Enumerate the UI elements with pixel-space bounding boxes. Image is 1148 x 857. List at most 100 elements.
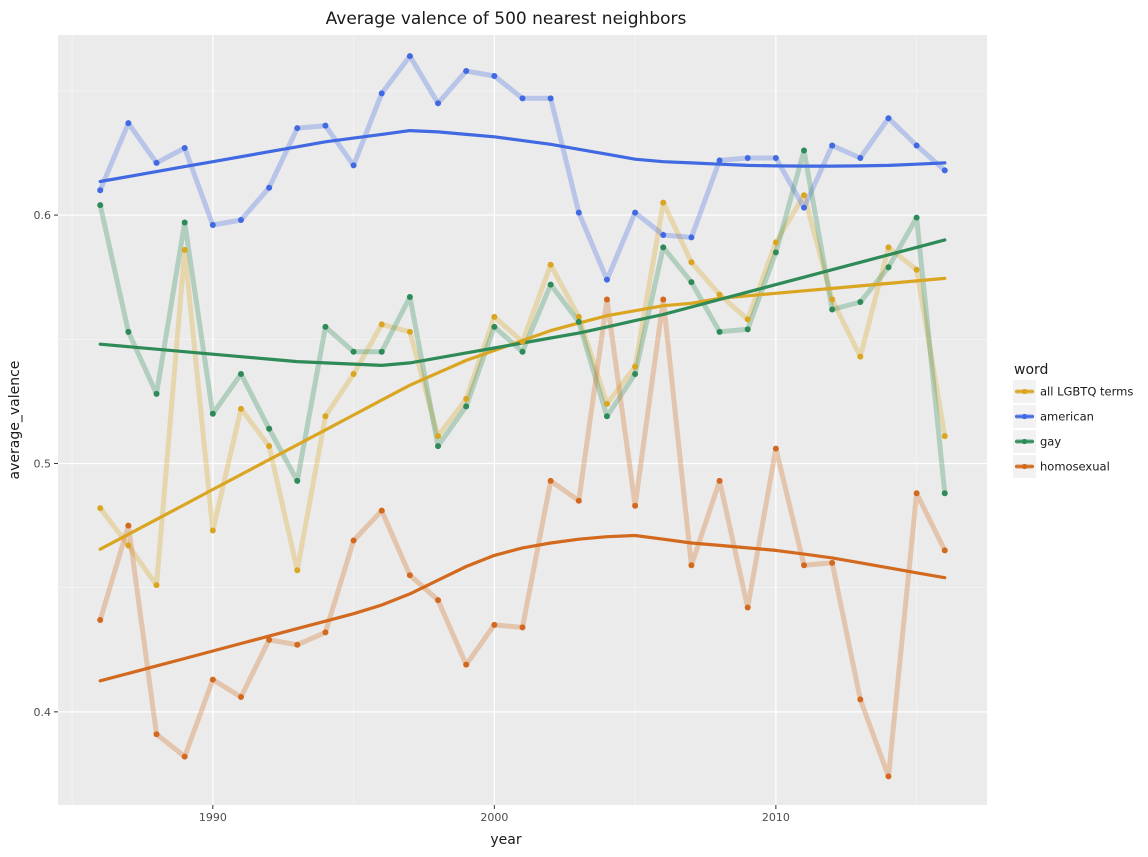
- data-point-gay: [406, 294, 413, 301]
- data-point-all-lgbtq-terms: [603, 400, 610, 407]
- data-point-homosexual: [660, 296, 667, 303]
- data-point-all-lgbtq-terms: [519, 338, 526, 345]
- major-gridlines: [58, 35, 987, 805]
- data-point-all-lgbtq-terms: [153, 582, 160, 589]
- data-point-american: [350, 162, 357, 169]
- data-point-american: [744, 154, 751, 161]
- data-point-homosexual: [406, 572, 413, 579]
- data-point-homosexual: [547, 477, 554, 484]
- data-point-american: [519, 95, 526, 102]
- data-point-gay: [266, 425, 273, 432]
- data-point-gay: [632, 371, 639, 378]
- x-axis-ticks: 1990 2000 2010: [199, 805, 790, 824]
- data-point-american: [603, 276, 610, 283]
- data-point-american: [181, 145, 188, 152]
- data-point-all-lgbtq-terms: [209, 527, 216, 534]
- data-point-homosexual: [688, 562, 695, 569]
- data-point-american: [660, 231, 667, 238]
- data-point-homosexual: [181, 753, 188, 760]
- data-point-homosexual: [829, 559, 836, 566]
- data-point-homosexual: [322, 629, 329, 636]
- data-point-american: [801, 204, 808, 211]
- data-point-all-lgbtq-terms: [435, 433, 442, 440]
- data-point-american: [97, 187, 104, 194]
- y-tick-label: 0.6: [34, 209, 52, 222]
- data-point-american: [125, 120, 132, 127]
- data-point-homosexual: [772, 445, 779, 452]
- data-point-homosexual: [463, 661, 470, 668]
- data-point-gay: [913, 214, 920, 221]
- data-point-american: [632, 209, 639, 216]
- data-point-all-lgbtq-terms: [322, 413, 329, 420]
- data-point-homosexual: [237, 693, 244, 700]
- data-point-all-lgbtq-terms: [744, 316, 751, 323]
- data-point-all-lgbtq-terms: [266, 443, 273, 450]
- data-point-all-lgbtq-terms: [801, 192, 808, 199]
- data-point-gay: [125, 328, 132, 335]
- data-point-gay: [463, 403, 470, 410]
- data-point-homosexual: [350, 537, 357, 544]
- data-point-all-lgbtq-terms: [660, 199, 667, 206]
- data-point-gay: [322, 323, 329, 330]
- data-point-american: [463, 68, 470, 75]
- data-point-gay: [519, 348, 526, 355]
- data-point-american: [575, 209, 582, 216]
- data-point-homosexual: [435, 597, 442, 604]
- data-point-all-lgbtq-terms: [406, 328, 413, 335]
- data-point-all-lgbtq-terms: [575, 313, 582, 320]
- x-tick-label: 2010: [762, 811, 790, 824]
- legend-label: gay: [1040, 435, 1061, 449]
- legend-item-american: american: [1013, 405, 1094, 428]
- data-point-american: [435, 100, 442, 107]
- data-point-gay: [181, 219, 188, 226]
- data-point-all-lgbtq-terms: [941, 433, 948, 440]
- data-point-american: [857, 154, 864, 161]
- data-point-all-lgbtq-terms: [716, 291, 723, 298]
- data-point-american: [153, 159, 160, 166]
- legend-label: american: [1040, 410, 1094, 424]
- data-point-gay: [603, 413, 610, 420]
- data-point-gay: [885, 264, 892, 271]
- series-points: [97, 53, 948, 780]
- data-point-homosexual: [209, 676, 216, 683]
- data-point-american: [322, 122, 329, 129]
- data-point-all-lgbtq-terms: [547, 261, 554, 268]
- data-point-homosexual: [885, 773, 892, 780]
- data-point-all-lgbtq-terms: [913, 266, 920, 273]
- data-point-american: [266, 184, 273, 191]
- data-point-american: [491, 72, 498, 79]
- legend-item-homosexual: homosexual: [1013, 455, 1110, 478]
- data-point-homosexual: [575, 497, 582, 504]
- legend-item-all-lgbtq-terms: all LGBTQ terms: [1013, 380, 1133, 403]
- data-point-homosexual: [744, 604, 751, 611]
- data-point-all-lgbtq-terms: [463, 395, 470, 402]
- data-point-gay: [209, 410, 216, 417]
- data-point-gay: [772, 249, 779, 256]
- data-point-american: [237, 217, 244, 224]
- y-axis-title: average_valence: [7, 361, 23, 480]
- data-point-all-lgbtq-terms: [857, 353, 864, 360]
- x-tick-label: 2000: [480, 811, 508, 824]
- y-axis-ticks: 0.4 0.5 0.6: [34, 209, 58, 719]
- data-point-all-lgbtq-terms: [181, 246, 188, 253]
- x-axis-title: year: [490, 832, 521, 848]
- data-point-homosexual: [632, 502, 639, 509]
- smooth-line-american: [98, 129, 947, 184]
- legend-label: homosexual: [1040, 460, 1110, 474]
- data-point-american: [547, 95, 554, 102]
- data-point-american: [913, 142, 920, 149]
- data-point-all-lgbtq-terms: [378, 321, 385, 328]
- data-point-gay: [547, 281, 554, 288]
- data-point-all-lgbtq-terms: [885, 244, 892, 251]
- data-point-homosexual: [519, 624, 526, 631]
- data-point-american: [378, 90, 385, 97]
- data-point-american: [885, 115, 892, 122]
- data-point-gay: [801, 147, 808, 154]
- legend-key-point: [1021, 463, 1028, 470]
- data-point-gay: [660, 244, 667, 251]
- data-point-gay: [857, 299, 864, 306]
- legend: word all LGBTQ terms american gay homosexua…: [1013, 362, 1133, 478]
- data-point-homosexual: [294, 641, 301, 648]
- data-point-gay: [688, 279, 695, 286]
